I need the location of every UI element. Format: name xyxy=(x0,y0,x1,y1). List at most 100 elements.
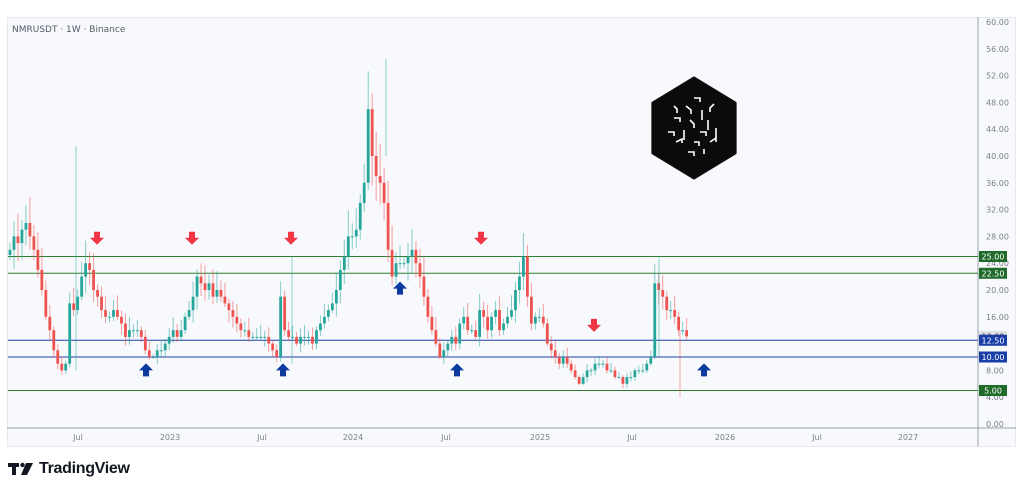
tradingview-logo[interactable]: TradingView xyxy=(8,460,130,478)
candle xyxy=(124,313,127,346)
candle xyxy=(52,326,56,358)
candle xyxy=(231,300,235,328)
candle xyxy=(434,317,438,347)
time-tick-label: Jul xyxy=(811,433,822,442)
candle xyxy=(311,327,314,351)
candle xyxy=(438,337,442,360)
buy-arrow-icon xyxy=(450,363,464,377)
candle xyxy=(44,280,48,321)
candle xyxy=(211,269,215,305)
candle xyxy=(350,223,354,250)
candle xyxy=(327,304,330,322)
candle xyxy=(104,296,107,324)
candle xyxy=(561,350,565,369)
candle xyxy=(159,340,163,358)
candle xyxy=(677,311,681,336)
candle xyxy=(330,292,334,314)
candle xyxy=(545,318,549,347)
price-tick-label: 56.00 xyxy=(986,45,1009,54)
candle xyxy=(490,312,493,338)
symbol-title: NMRUSDT · 1W · Binance xyxy=(12,25,126,35)
candle xyxy=(32,225,36,261)
candle xyxy=(685,318,688,340)
candle xyxy=(585,363,589,383)
candle xyxy=(80,261,84,301)
candle xyxy=(414,241,418,278)
price-level-tag xyxy=(979,334,1007,346)
candle xyxy=(422,257,426,306)
price-tick-label: 28.00 xyxy=(986,232,1009,241)
candle xyxy=(235,303,239,333)
time-tick-label: 2025 xyxy=(530,433,550,442)
candle xyxy=(143,329,147,354)
candle xyxy=(155,343,159,365)
price-level-tag-label: 22.50 xyxy=(982,269,1005,278)
candle xyxy=(12,221,16,269)
candle xyxy=(641,363,645,374)
candle xyxy=(398,245,402,270)
price-level-tag xyxy=(979,267,1007,279)
candle xyxy=(529,282,533,331)
candle xyxy=(601,360,605,368)
candle xyxy=(589,367,593,376)
candle xyxy=(645,360,649,374)
candle xyxy=(147,341,151,360)
candle xyxy=(354,208,358,248)
candle xyxy=(378,143,382,205)
candle xyxy=(72,287,76,316)
candle xyxy=(522,233,525,290)
candle xyxy=(187,300,191,321)
candle xyxy=(621,375,625,389)
candle xyxy=(430,306,434,335)
time-tick-label: Jul xyxy=(626,433,637,442)
price-tick-label: 4.00 xyxy=(986,393,1004,402)
buy-arrow-icon xyxy=(276,363,290,377)
candle xyxy=(56,344,60,370)
candle xyxy=(183,312,187,334)
candle xyxy=(613,366,617,379)
candle xyxy=(303,324,306,346)
candle xyxy=(541,303,545,328)
candle xyxy=(36,232,40,278)
candle xyxy=(665,291,669,321)
candle xyxy=(195,269,199,310)
price-tick-label: 20.00 xyxy=(986,286,1009,295)
price-level-tag-label: 5.00 xyxy=(984,387,1002,396)
brand-name: TradingView xyxy=(39,460,130,477)
candle xyxy=(526,244,529,307)
candle xyxy=(597,355,601,369)
candle xyxy=(279,281,283,362)
candle xyxy=(458,318,462,350)
candle xyxy=(549,336,553,359)
candle xyxy=(518,261,521,304)
candle xyxy=(577,375,581,386)
price-tick-label: 40.00 xyxy=(986,152,1009,161)
candle xyxy=(410,228,414,274)
candle xyxy=(474,320,478,340)
candle xyxy=(247,318,251,343)
candle xyxy=(402,256,406,269)
price-tick-label: 60.00 xyxy=(986,18,1009,27)
candle xyxy=(84,240,88,293)
candle xyxy=(88,251,91,286)
candle xyxy=(267,327,271,352)
candle xyxy=(283,290,287,336)
candle xyxy=(227,298,231,323)
candle xyxy=(8,242,12,261)
sell-arrow-icon xyxy=(284,231,298,245)
price-level-tag xyxy=(979,351,1007,363)
price-level-tag-label: 10.00 xyxy=(982,353,1005,362)
price-tick-label: 32.00 xyxy=(986,206,1009,215)
candle xyxy=(502,318,505,335)
candle xyxy=(259,324,263,340)
candle xyxy=(135,319,139,337)
candle xyxy=(581,373,585,386)
candle xyxy=(171,317,175,343)
candle xyxy=(382,168,386,221)
price-tick-label: 16.00 xyxy=(986,313,1009,322)
price-tick-label: 8.00 xyxy=(986,366,1004,375)
chart-panel[interactable] xyxy=(7,17,1016,447)
buy-arrow-icon xyxy=(139,363,153,377)
candle xyxy=(374,131,378,201)
